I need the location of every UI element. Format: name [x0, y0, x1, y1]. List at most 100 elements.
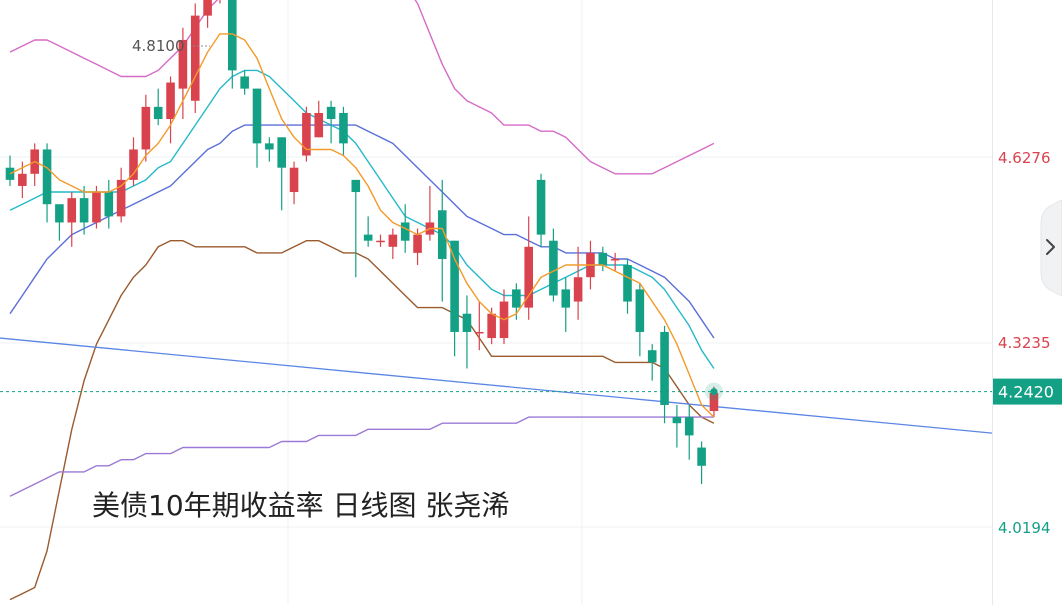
collapse-panel-button[interactable] [1040, 199, 1062, 297]
candle [561, 277, 571, 332]
candle-body [376, 240, 385, 243]
candle [660, 325, 669, 424]
candle-body [203, 0, 212, 16]
candle [363, 216, 373, 247]
candle [462, 295, 472, 369]
candle-body [450, 240, 459, 332]
candle-body [363, 234, 373, 241]
candle-body [413, 234, 422, 253]
candle [129, 137, 138, 186]
candle [524, 216, 533, 320]
candle [42, 143, 52, 223]
high-marker: 4.8100 [132, 37, 210, 55]
candle-body [153, 106, 163, 120]
y-axis-tick-label: 4.3235 [998, 334, 1051, 352]
candle-body [240, 76, 249, 89]
candle-body [647, 350, 657, 363]
high-marker-label: 4.8100 [132, 37, 185, 55]
chevron-right-icon [1046, 239, 1055, 255]
moving-average-cyan-line [9, 69, 715, 369]
candle-body [141, 106, 151, 150]
candle-body [339, 112, 348, 144]
candle-body [697, 447, 706, 466]
candle [55, 204, 64, 241]
candle-body [252, 88, 262, 144]
candle-body [536, 179, 546, 235]
candle-body [400, 222, 410, 241]
candle [326, 100, 336, 144]
candle [265, 137, 274, 162]
candle [635, 283, 645, 357]
candle [30, 143, 39, 186]
candle-body [67, 198, 77, 223]
candle-body [129, 149, 138, 180]
current-price-line: 4.2420 [0, 378, 1062, 405]
candle-body [524, 246, 533, 308]
candle-body [437, 210, 447, 259]
candle-body [302, 112, 311, 156]
candle-body [79, 198, 89, 223]
ma-orange-path [9, 33, 715, 418]
bollinger-upper-path [9, 0, 715, 175]
candle-body [228, 0, 237, 71]
candle [5, 155, 15, 186]
candle-body [598, 252, 608, 266]
candle [388, 228, 398, 259]
candle [79, 185, 89, 235]
candle [252, 88, 262, 168]
current-price-tag [993, 378, 1062, 405]
candle-body [92, 192, 101, 223]
y-axis-tick-label: 4.0194 [998, 519, 1051, 537]
current-price-label: 4.2420 [998, 383, 1054, 402]
price-axis: 4.6276 4.3235 4.0194 [998, 149, 1051, 537]
candle [376, 234, 385, 247]
candle-body [190, 15, 200, 101]
candle [277, 137, 286, 211]
bollinger-lower-line [9, 239, 715, 601]
candle-body [388, 234, 398, 247]
candle [598, 246, 608, 272]
candle-body [104, 192, 114, 217]
candle [302, 106, 311, 162]
candle [178, 27, 188, 120]
last-price-dot [710, 388, 718, 396]
candle [623, 258, 632, 314]
candlesticks [5, 0, 719, 485]
candle-body [635, 289, 645, 332]
long-ma-path [9, 416, 714, 497]
candle [228, 0, 237, 89]
candle-body [549, 240, 558, 296]
candle-body [42, 149, 52, 205]
candle [166, 76, 175, 144]
candle [610, 252, 620, 272]
moving-average-blue-line [9, 124, 715, 339]
moving-average-orange-line [9, 33, 715, 418]
candle [203, 0, 212, 28]
candle-body [116, 179, 126, 217]
candle [684, 404, 694, 460]
trend-path[interactable] [0, 337, 993, 434]
candle-body [684, 417, 694, 436]
candle-body [512, 289, 521, 308]
candle [549, 228, 558, 302]
candle [104, 179, 114, 229]
candle [116, 167, 126, 223]
candle-body [475, 331, 484, 334]
candle [425, 185, 435, 241]
candle [697, 441, 706, 485]
candle-body [487, 313, 496, 339]
candle-body [277, 137, 286, 168]
trend-line[interactable] [0, 337, 993, 434]
candle-body [326, 106, 336, 120]
grid [0, 0, 993, 605]
candle-body [462, 313, 472, 332]
candle [672, 404, 682, 448]
candle [536, 173, 546, 247]
candle [339, 106, 348, 156]
candle [92, 185, 101, 229]
candle-body [561, 289, 571, 308]
candle-body [709, 392, 719, 412]
candle [153, 88, 163, 126]
